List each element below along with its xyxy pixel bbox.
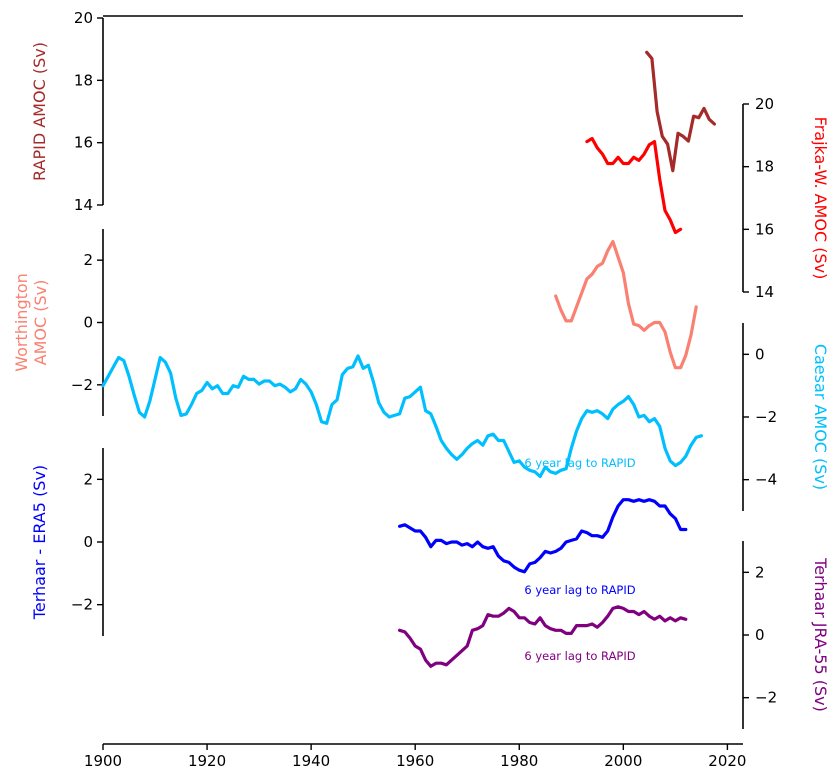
x-tick-label: 1960	[396, 752, 434, 769]
series-line-terhaar-jra55	[398, 605, 688, 668]
y-axis-label-line: Worthington	[12, 273, 31, 372]
x-axis: 1900 1920 1940 1960 1980 2000 2020	[84, 743, 746, 769]
y-tick-label: 20	[755, 95, 774, 113]
y-axis-label: Terhaar - ERA5 (Sv)	[30, 465, 49, 620]
y-tick-label: 2	[83, 251, 93, 269]
series-line-frajka	[585, 136, 683, 235]
x-tick-label: 1940	[292, 752, 330, 769]
x-tick-label: 1900	[84, 752, 122, 769]
panel-terhaar-era5: −2 0 2 Terhaar - ERA5 (Sv) 6 year lag to RAP…	[30, 448, 688, 636]
y-axis-label: Caesar AMOC (Sv)	[811, 344, 830, 490]
y-tick-label: 18	[755, 158, 774, 176]
y-tick-label: −2	[755, 689, 777, 707]
y-axis-label: RAPID AMOC (Sv)	[30, 42, 49, 181]
y-axis-label: WorthingtonAMOC (Sv)	[12, 273, 50, 372]
y-axis-label-line: AMOC (Sv)	[31, 280, 50, 366]
y-tick-label: 14	[74, 196, 93, 214]
panel-caesar: −4 −2 0 Caesar AMOC (Sv) 6 year lag to RAPID	[101, 323, 830, 511]
y-tick-label: −2	[71, 376, 93, 394]
x-tick-label: 1920	[188, 752, 226, 769]
x-tick-label: 1980	[500, 752, 538, 769]
panel-worthington: −2 0 2 WorthingtonAMOC (Sv)	[12, 229, 698, 416]
y-tick-label: 0	[755, 626, 765, 644]
y-tick-label: 14	[755, 283, 774, 301]
series-line-rapid	[645, 50, 717, 173]
y-axis-label: Terhaar JRA-55 (Sv)	[811, 557, 830, 712]
y-tick-label: 0	[83, 314, 93, 332]
y-tick-label: −2	[755, 408, 777, 426]
y-tick-label: 0	[83, 533, 93, 551]
y-axis-label: Frajka-W. AMOC (Sv)	[811, 117, 830, 280]
lag-annotation: 6 year lag to RAPID	[524, 456, 635, 470]
panel-rapid: 14 16 18 20 RAPID AMOC (Sv)	[30, 9, 717, 214]
y-tick-label: 2	[83, 470, 93, 488]
x-tick-label: 2000	[604, 752, 642, 769]
y-tick-label: 18	[74, 71, 93, 89]
x-tick-label: 2020	[708, 752, 746, 769]
y-tick-label: −2	[71, 596, 93, 614]
y-tick-label: 2	[755, 563, 765, 581]
series-line-caesar	[101, 354, 704, 479]
lag-annotation: 6 year lag to RAPID	[524, 583, 635, 597]
series-line-worthington	[554, 239, 698, 370]
y-tick-label: 16	[755, 220, 774, 238]
panel-terhaar-jra55: −2 0 2 Terhaar JRA-55 (Sv) 6 year lag to RAP…	[398, 541, 830, 729]
y-tick-label: 20	[74, 9, 93, 27]
y-tick-label: −4	[755, 471, 777, 489]
y-tick-label: 0	[755, 345, 765, 363]
series-line-terhaar-era5	[398, 498, 688, 574]
panel-frajka: 14 16 18 20 Frajka-W. AMOC (Sv)	[585, 95, 830, 301]
y-tick-label: 16	[74, 134, 93, 152]
lag-annotation: 6 year lag to RAPID	[524, 649, 635, 663]
